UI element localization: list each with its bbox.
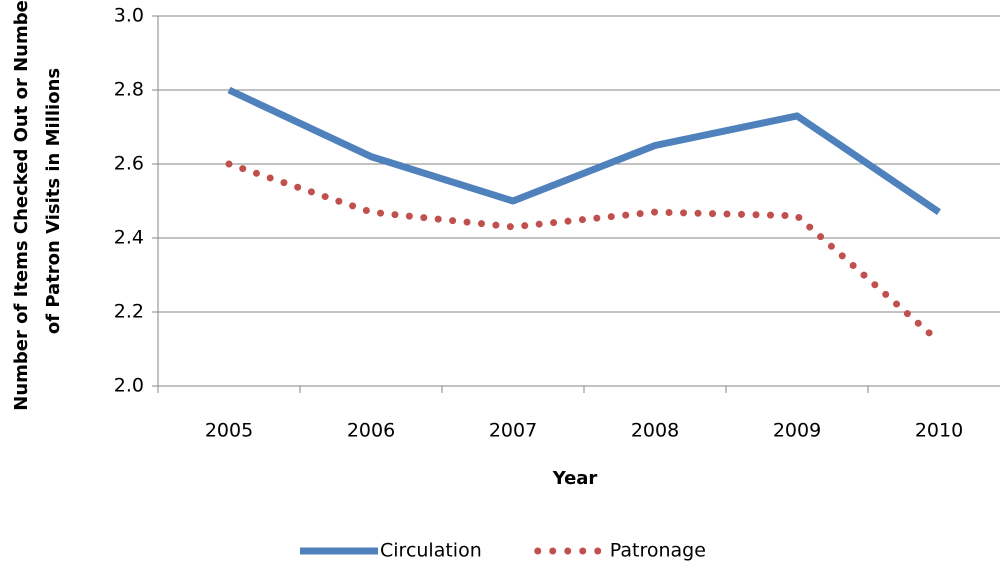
x-tick-label: 2005 (205, 420, 253, 442)
y-tick-label: 2.8 (114, 79, 144, 101)
legend-label: Circulation (380, 540, 482, 562)
y-axis-title: of Patron Visits in Millions (43, 68, 64, 334)
legend-label: Patronage (610, 540, 706, 562)
x-tick-label: 2006 (347, 420, 395, 442)
line-series (225, 160, 943, 346)
y-tick-label: 2.6 (114, 153, 144, 175)
y-tick-label: 2.0 (114, 375, 144, 397)
line-series (227, 86, 941, 215)
x-tick-label: 2007 (489, 420, 537, 442)
y-tick-label: 2.4 (114, 227, 144, 249)
x-tick-label: 2009 (773, 420, 821, 442)
y-tick-label: 3.0 (114, 5, 144, 27)
x-tick-label: 2010 (915, 420, 963, 442)
x-tick-label: 2008 (631, 420, 679, 442)
x-axis-title: Year (552, 468, 598, 489)
y-axis-title: Number of Items Checked Out or Number (11, 0, 32, 411)
y-tick-label: 2.2 (114, 301, 144, 323)
